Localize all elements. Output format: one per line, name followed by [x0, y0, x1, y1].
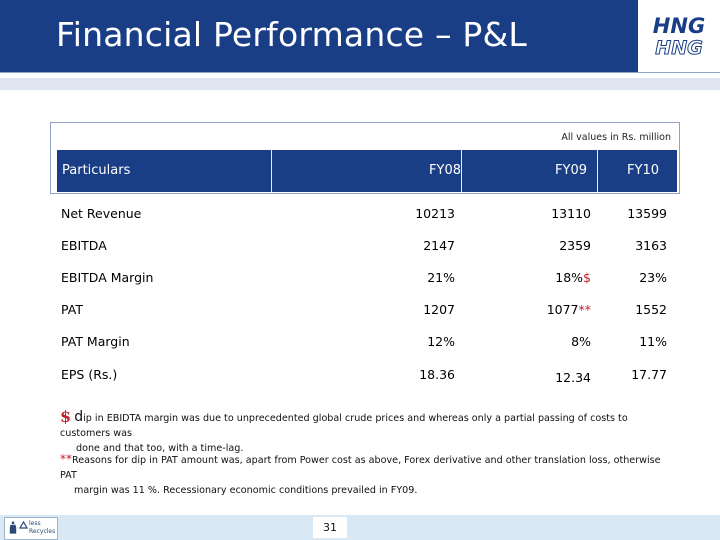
dollar-footnote-mark: $: [583, 270, 591, 285]
row-label: PAT: [61, 302, 83, 317]
header-separator: [461, 150, 462, 192]
value-fy10: 1552: [635, 302, 667, 317]
svg-text:HNG: HNG: [655, 37, 702, 59]
header-fy10: FY10: [627, 163, 659, 178]
value-fy10: 23%: [639, 270, 667, 285]
company-logo: HNG HNG: [645, 8, 713, 62]
value-fy10: 11%: [639, 334, 667, 349]
table-row-ebitda: EBITDA 2147 2359 3163: [57, 235, 677, 257]
table-row-pat: PAT 1207 1077** 1552: [57, 299, 677, 321]
footnote-initial: d: [74, 409, 84, 425]
row-label: EBITDA Margin: [61, 270, 154, 285]
page-number: 31: [313, 517, 347, 538]
title-bar: Financial Performance – P&L: [0, 0, 638, 72]
value-fy08: 1207: [423, 302, 455, 317]
value-fy08: 10213: [415, 206, 455, 221]
header-fy09: FY09: [555, 163, 587, 178]
value-fy09: 13110: [551, 206, 591, 221]
bottle-icon: [9, 521, 17, 534]
table-row-net-revenue: Net Revenue 10213 13110 13599: [57, 203, 677, 225]
value-fy09: 1077**: [546, 302, 592, 317]
table-row-eps: EPS (Rs.) 18.36 12.34 17.77: [57, 364, 677, 386]
footnote-text-continued: margin was 11 %. Recessionary economic c…: [74, 485, 418, 496]
row-label: Net Revenue: [61, 206, 142, 221]
slide-footer: [0, 515, 720, 540]
table-row-pat-margin: PAT Margin 12% 8% 11%: [57, 331, 677, 353]
value-fy10: 13599: [627, 206, 667, 221]
value-fy09: 8%: [571, 334, 591, 349]
value-fy08: 18.36: [419, 367, 455, 382]
header-divider: [0, 72, 720, 73]
footnote-text: ip in EBIDTA margin was due to unprecede…: [60, 413, 628, 439]
value-fy10: 17.77: [631, 367, 667, 382]
table-row-ebitda-margin: EBITDA Margin 21% 18%$ 23%: [57, 267, 677, 289]
header-band: [0, 78, 720, 90]
recycle-icon: [19, 521, 28, 529]
value-fy08: 12%: [427, 334, 455, 349]
footnote-text-continued: done and that too, with a time-lag.: [76, 443, 244, 454]
row-label: EPS (Rs.): [61, 367, 118, 382]
star-symbol: **: [60, 452, 72, 466]
star-footnote-mark: **: [578, 302, 592, 317]
slide-title: Financial Performance – P&L: [56, 15, 528, 54]
table-header-row: Particulars FY08 FY09 FY10: [57, 150, 677, 192]
value-fy09: 2359: [559, 238, 591, 253]
value-fy08: 2147: [423, 238, 455, 253]
value-fy09: 18%$: [555, 270, 591, 285]
header-fy08: FY08: [429, 163, 461, 178]
units-note: All values in Rs. million: [561, 132, 671, 143]
header-particulars: Particulars: [62, 163, 131, 178]
value-fy08: 21%: [427, 270, 455, 285]
recycle-logo: less Recycles: [4, 517, 58, 540]
header-separator: [271, 150, 272, 192]
footnote-ebitda: $ dip in EBIDTA margin was due to unprec…: [60, 409, 670, 456]
row-label: EBITDA: [61, 238, 107, 253]
dollar-symbol: $: [60, 407, 72, 426]
value-fy09: 12.34: [555, 370, 591, 385]
row-label: PAT Margin: [61, 334, 130, 349]
value-fy10: 3163: [635, 238, 667, 253]
footnote-text: Reasons for dip in PAT amount was, apart…: [60, 455, 661, 481]
logo-caption: less Recycles: [29, 520, 56, 535]
hng-logo-icon: HNG HNG: [653, 14, 705, 60]
footnote-pat: **Reasons for dip in PAT amount was, apa…: [60, 452, 670, 498]
slide-header: Financial Performance – P&L HNG HNG: [0, 0, 720, 72]
header-separator: [597, 150, 598, 192]
svg-text:HNG: HNG: [653, 14, 705, 38]
